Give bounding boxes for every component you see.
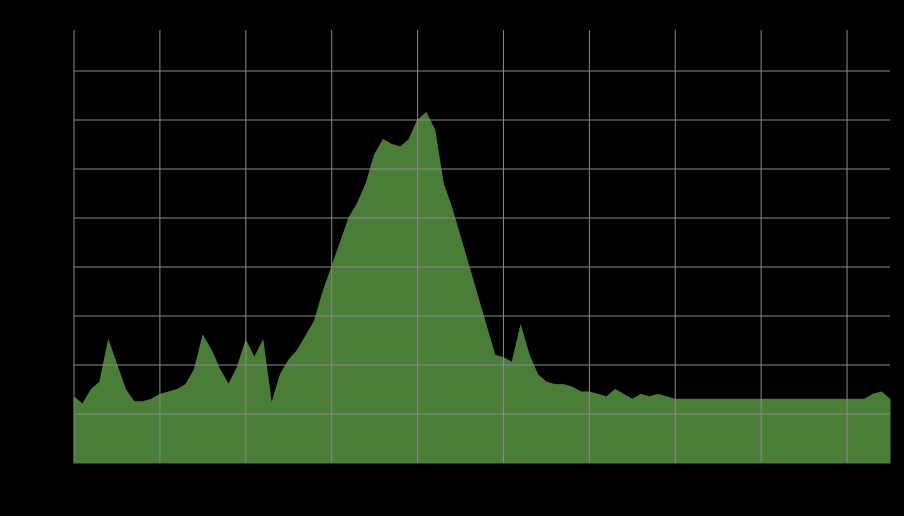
grid [73,30,890,463]
elevation-area [73,111,891,464]
